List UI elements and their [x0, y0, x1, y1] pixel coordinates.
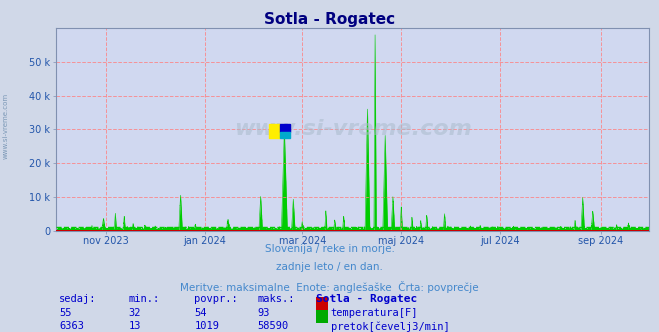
Bar [270, 124, 280, 138]
Text: 6363: 6363 [59, 321, 84, 331]
Bar [280, 124, 290, 131]
Text: pretok[čevelj3/min]: pretok[čevelj3/min] [331, 321, 449, 332]
Text: www.si-vreme.com: www.si-vreme.com [234, 120, 471, 139]
Text: Sotla - Rogatec: Sotla - Rogatec [264, 12, 395, 27]
Text: 58590: 58590 [257, 321, 288, 331]
Text: 93: 93 [257, 308, 270, 318]
Text: 1019: 1019 [194, 321, 219, 331]
Bar [280, 131, 290, 138]
Text: maks.:: maks.: [257, 294, 295, 304]
Text: zadnje leto / en dan.: zadnje leto / en dan. [276, 262, 383, 272]
Text: Meritve: maksimalne  Enote: anglešaške  Črta: povprečje: Meritve: maksimalne Enote: anglešaške Čr… [180, 281, 479, 292]
Text: povpr.:: povpr.: [194, 294, 238, 304]
Text: temperatura[F]: temperatura[F] [331, 308, 418, 318]
Text: Slovenija / reke in morje.: Slovenija / reke in morje. [264, 244, 395, 254]
Text: www.si-vreme.com: www.si-vreme.com [2, 93, 9, 159]
Text: sedaj:: sedaj: [59, 294, 97, 304]
Text: Sotla - Rogatec: Sotla - Rogatec [316, 294, 418, 304]
Text: 54: 54 [194, 308, 207, 318]
Text: min.:: min.: [129, 294, 159, 304]
Text: 32: 32 [129, 308, 141, 318]
Text: 13: 13 [129, 321, 141, 331]
Text: 55: 55 [59, 308, 72, 318]
